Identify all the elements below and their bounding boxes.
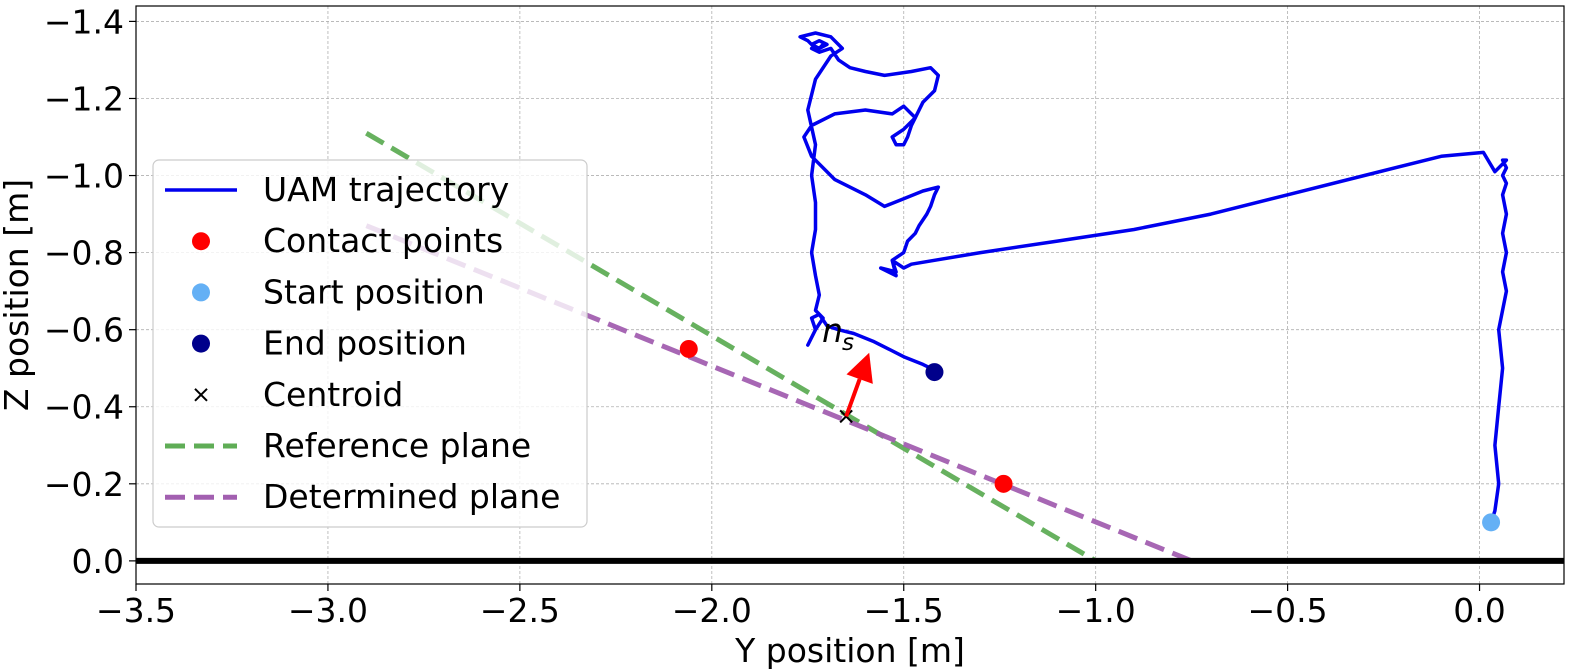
legend-item-trajectory: UAM trajectory bbox=[165, 170, 509, 209]
legend-item-end: End position bbox=[192, 324, 467, 363]
y-tick-label: −0.8 bbox=[44, 234, 124, 273]
x-tick-label: −3.0 bbox=[288, 591, 368, 630]
legend-item-start: Start position bbox=[192, 272, 485, 311]
y-tick-label: −0.6 bbox=[44, 311, 124, 350]
legend-label: Contact points bbox=[263, 221, 503, 260]
plot-frame bbox=[135, 5, 1565, 585]
legend-item-determined: Determined plane bbox=[165, 477, 560, 516]
legend-label: Determined plane bbox=[263, 477, 560, 516]
legend-label: Centroid bbox=[263, 375, 403, 414]
legend-label: Start position bbox=[263, 272, 485, 311]
legend-box bbox=[152, 159, 588, 528]
y-tick-label: −1.0 bbox=[44, 157, 124, 196]
y-tick-label: −0.4 bbox=[44, 388, 124, 427]
y-axis-label: Z position [m] bbox=[0, 179, 36, 411]
contact-point bbox=[994, 474, 1013, 493]
x-tick-label: −1.0 bbox=[1056, 591, 1136, 630]
legend-item-reference: Reference plane bbox=[165, 426, 531, 465]
normal-vector-label-subscript: s bbox=[842, 330, 854, 356]
end-position-point bbox=[925, 363, 944, 382]
x-axis-ticks: −3.5 −3.0 −2.5 −2.0 −1.5 −1.0 −0.5 0.0 bbox=[96, 584, 1506, 630]
start-position-point bbox=[1482, 513, 1501, 532]
x-tick-label: −3.5 bbox=[96, 591, 176, 630]
legend-swatch-x bbox=[194, 388, 208, 402]
x-tick-label: 0.0 bbox=[1453, 591, 1505, 630]
centroid-marker bbox=[839, 409, 853, 424]
legend-label: End position bbox=[263, 324, 467, 363]
legend-swatch-dot bbox=[192, 232, 210, 251]
normal-vector-label: n bbox=[822, 311, 843, 350]
legend-label: UAM trajectory bbox=[263, 170, 509, 209]
legend-item-centroid: Centroid bbox=[194, 375, 403, 414]
y-tick-label: 0.0 bbox=[72, 542, 124, 581]
x-axis-label: Y position [m] bbox=[734, 631, 965, 670]
x-tick-label: −2.5 bbox=[480, 591, 560, 630]
contact-point bbox=[679, 339, 698, 358]
legend-label: Reference plane bbox=[263, 426, 531, 465]
y-tick-label: −1.2 bbox=[44, 79, 124, 118]
y-tick-label: −0.2 bbox=[44, 465, 124, 504]
y-tick-label: −1.4 bbox=[44, 2, 124, 41]
normal-vector-head bbox=[846, 352, 873, 384]
uam-trajectory-line bbox=[798, 31, 1509, 525]
x-tick-label: −1.5 bbox=[864, 591, 944, 630]
y-axis-ticks: −1.4 −1.2 −1.0 −0.8 −0.6 −0.4 −0.2 0.0 bbox=[44, 2, 136, 581]
x-tick-label: −0.5 bbox=[1248, 591, 1328, 630]
legend-item-contact: Contact points bbox=[192, 221, 503, 260]
legend: UAM trajectory Contact points Start positi… bbox=[152, 159, 588, 528]
x-tick-label: −2.0 bbox=[672, 591, 752, 630]
legend-swatch-dot bbox=[192, 283, 210, 302]
normal-vector-shaft bbox=[844, 378, 862, 418]
legend-swatch-dot bbox=[192, 334, 210, 353]
reference-plane-line bbox=[365, 131, 1097, 564]
